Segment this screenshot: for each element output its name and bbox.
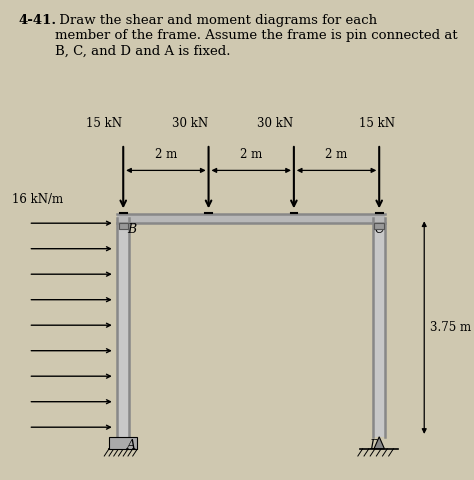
Text: B: B [127, 223, 136, 236]
Bar [109, 437, 137, 449]
Text: 30 kN: 30 kN [172, 117, 208, 130]
Text: 16 kN/m: 16 kN/m [12, 193, 63, 206]
Text: A: A [127, 439, 136, 452]
Polygon shape [117, 214, 385, 223]
Text: D: D [369, 439, 379, 452]
Text: 2 m: 2 m [240, 148, 262, 161]
Text: 30 kN: 30 kN [257, 117, 293, 130]
Text: 15 kN: 15 kN [86, 117, 122, 130]
Polygon shape [117, 218, 129, 437]
Text: C: C [374, 223, 384, 236]
Text: Draw the shear and moment diagrams for each
member of the frame. Assume the fram: Draw the shear and moment diagrams for e… [55, 14, 457, 58]
Text: 2 m: 2 m [155, 148, 177, 161]
Bar [118, 223, 128, 229]
Text: 4-41.: 4-41. [19, 14, 57, 27]
Text: 3.75 m: 3.75 m [430, 321, 471, 334]
Bar [374, 223, 384, 229]
Polygon shape [373, 218, 385, 437]
Text: 15 kN: 15 kN [359, 117, 395, 130]
Text: 2 m: 2 m [326, 148, 347, 161]
Polygon shape [374, 437, 384, 449]
